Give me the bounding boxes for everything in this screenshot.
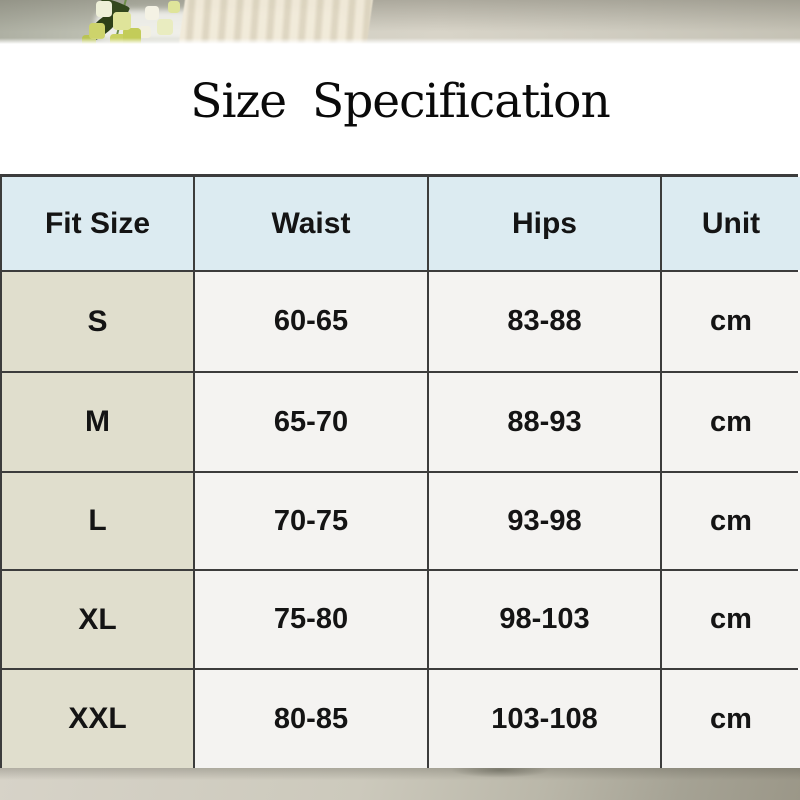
band-fade-decor [0,38,800,44]
unit-cell: cm [662,272,800,371]
col-header-unit: Unit [662,177,800,270]
col-header-hips: Hips [429,177,660,270]
hips-cell: 98-103 [429,571,660,668]
size-cell: L [2,473,193,569]
unit-cell: cm [662,473,800,569]
surface-shadow-decor [0,768,800,800]
size-specification-table: Fit Size Waist Hips Unit S 60-65 83-88 c… [0,174,800,770]
size-cell: S [2,272,193,371]
hips-cell: 83-88 [429,272,660,371]
size-cell: M [2,373,193,471]
col-header-waist: Waist [195,177,427,270]
unit-cell: cm [662,670,800,768]
unit-cell: cm [662,373,800,471]
waist-cell: 75-80 [195,571,427,668]
photo-band-decor [0,0,800,44]
size-cell: XXL [2,670,193,768]
hips-cell: 93-98 [429,473,660,569]
page-title: Size Specification [190,74,610,129]
waist-cell: 80-85 [195,670,427,768]
flower-berries-decor [0,0,2,2]
waist-cell: 65-70 [195,373,427,471]
hips-cell: 103-108 [429,670,660,768]
size-cell: XL [2,571,193,668]
waist-cell: 60-65 [195,272,427,371]
hips-cell: 88-93 [429,373,660,471]
waist-cell: 70-75 [195,473,427,569]
col-header-fit-size: Fit Size [2,177,193,270]
unit-cell: cm [662,571,800,668]
